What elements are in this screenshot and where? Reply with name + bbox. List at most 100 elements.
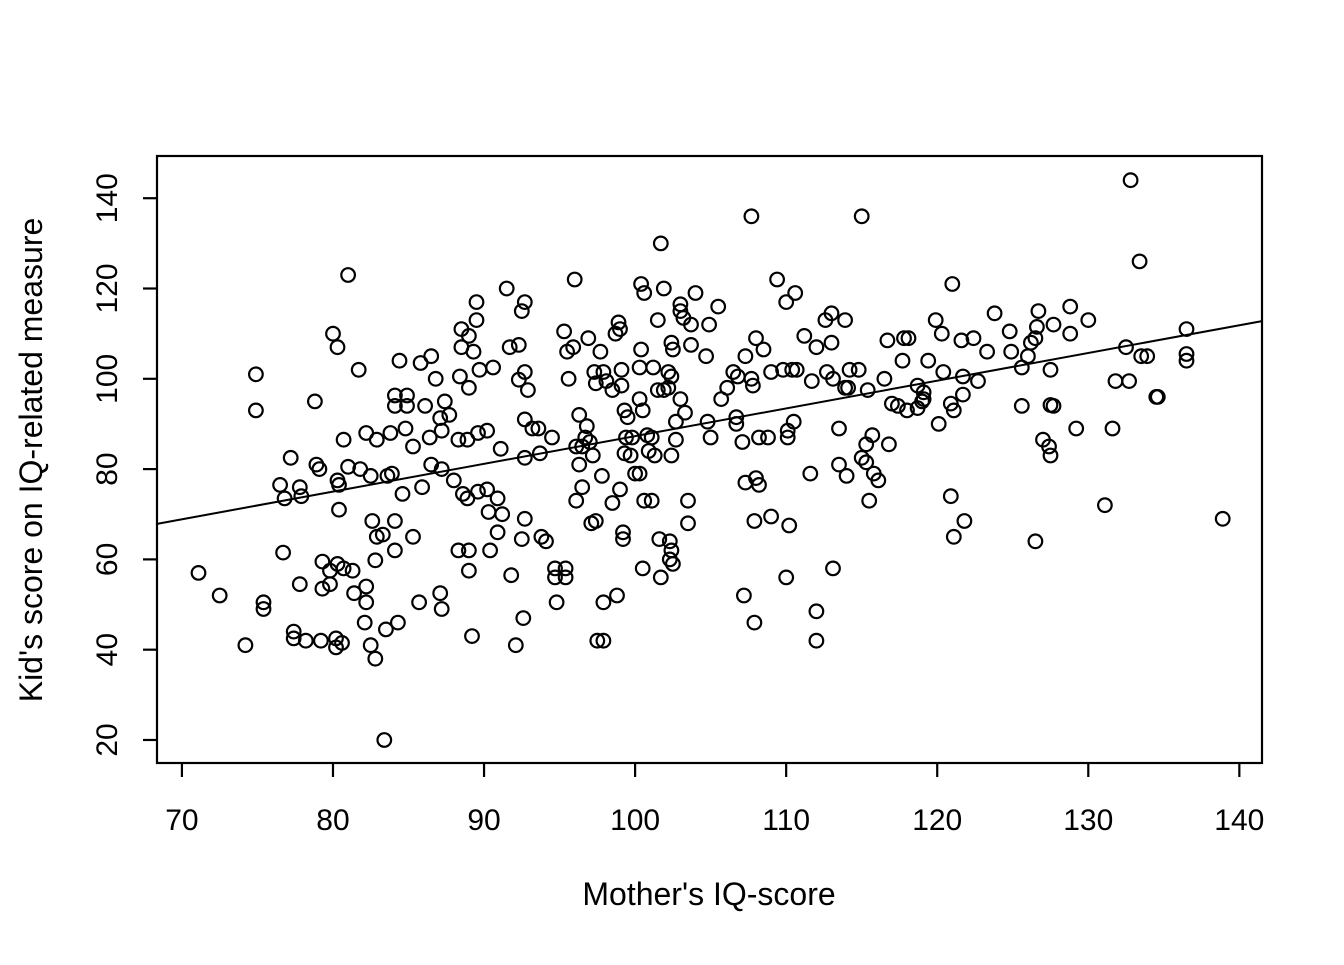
data-point	[802, 465, 819, 482]
data-point	[803, 373, 820, 390]
data-point	[297, 632, 314, 649]
data-point	[307, 393, 323, 410]
data-point	[368, 528, 385, 545]
data-point	[955, 386, 971, 403]
data-point	[1149, 389, 1166, 405]
data-point	[831, 456, 847, 473]
data-point	[378, 621, 394, 638]
data-point	[655, 280, 672, 297]
data-point	[513, 303, 530, 320]
data-point	[778, 294, 795, 311]
data-point	[633, 276, 649, 292]
data-point	[665, 556, 681, 572]
data-point	[492, 440, 509, 457]
data-point	[935, 364, 952, 380]
data-point	[781, 517, 798, 534]
data-point	[190, 565, 207, 581]
data-point	[1068, 420, 1085, 437]
data-point	[743, 370, 760, 387]
data-point	[643, 492, 660, 509]
data-point	[915, 384, 932, 401]
data-point	[634, 560, 651, 577]
data-point	[285, 623, 302, 640]
data-point	[615, 524, 631, 541]
data-point	[619, 409, 636, 426]
data-point	[1104, 420, 1121, 437]
data-point	[450, 542, 467, 559]
data-point	[876, 370, 893, 387]
data-point	[1003, 343, 1020, 360]
x-tick-label: 110	[762, 804, 810, 837]
data-point	[362, 637, 379, 654]
data-point	[433, 601, 450, 617]
data-point	[663, 447, 680, 464]
data-points	[190, 172, 1231, 748]
data-point	[334, 635, 350, 651]
data-point	[587, 375, 604, 392]
data-point	[322, 576, 338, 593]
data-point	[423, 348, 440, 365]
data-point	[595, 364, 612, 380]
data-point	[909, 400, 926, 417]
data-point	[615, 531, 631, 547]
data-point	[1214, 510, 1231, 527]
data-point	[592, 343, 609, 360]
data-point	[899, 402, 915, 419]
data-point	[568, 492, 585, 509]
data-point	[313, 632, 329, 649]
data-point	[1027, 533, 1044, 550]
data-point	[589, 632, 606, 649]
x-tick-label: 130	[1063, 804, 1113, 837]
data-point	[808, 339, 825, 356]
data-point	[683, 337, 699, 353]
data-point	[853, 208, 870, 225]
data-point	[247, 366, 264, 383]
data-point	[276, 490, 293, 507]
data-point	[787, 285, 804, 301]
data-point	[737, 348, 754, 365]
data-point	[1121, 373, 1137, 390]
x-tick-label: 100	[610, 804, 660, 837]
data-point	[272, 477, 289, 493]
data-point	[858, 454, 875, 471]
data-point	[930, 416, 947, 432]
data-point	[1030, 303, 1047, 320]
x-tick-label: 140	[1214, 804, 1264, 837]
data-point	[291, 479, 308, 496]
data-point	[329, 339, 346, 356]
data-point	[896, 330, 912, 347]
data-point	[660, 379, 677, 396]
data-point	[1139, 348, 1156, 365]
data-point	[825, 560, 841, 577]
data-point	[465, 343, 482, 360]
data-point	[464, 628, 480, 644]
data-point	[743, 208, 760, 225]
data-point	[455, 486, 471, 502]
data-point	[823, 334, 840, 351]
plot-border	[155, 154, 1264, 765]
data-point	[533, 528, 550, 545]
data-point	[399, 387, 415, 404]
data-point	[387, 513, 403, 529]
data-point	[368, 431, 385, 448]
data-point	[461, 562, 477, 579]
data-point	[436, 393, 453, 410]
data-point	[1045, 316, 1062, 333]
data-point	[663, 368, 680, 385]
data-point	[358, 578, 375, 595]
data-point	[652, 569, 669, 586]
data-point	[1027, 330, 1044, 347]
data-point	[610, 314, 627, 331]
data-point	[390, 614, 406, 631]
data-point	[1042, 447, 1059, 464]
data-point	[646, 447, 663, 464]
data-point	[627, 465, 643, 482]
y-axis-title: Kid's score on IQ-related measure	[13, 218, 49, 703]
data-point	[1062, 298, 1079, 315]
data-point	[1062, 325, 1079, 342]
data-point	[331, 477, 347, 493]
data-point	[1028, 319, 1045, 335]
data-point	[1096, 497, 1113, 514]
data-point	[594, 468, 610, 484]
data-point	[661, 533, 678, 550]
